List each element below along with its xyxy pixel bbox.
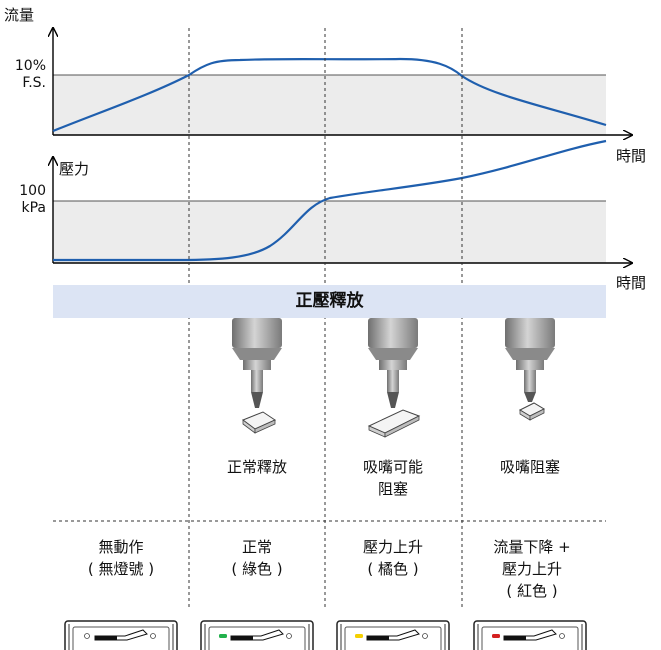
pressure-chart — [53, 139, 632, 263]
panel-green — [200, 620, 314, 650]
nozzle-normal — [232, 318, 282, 434]
panel-red — [473, 620, 587, 650]
pressure-threshold-zone — [53, 201, 606, 263]
flow-curve — [52, 57, 607, 133]
indicator-dot — [150, 633, 156, 639]
state-normal: 正常( 綠色 ) — [231, 538, 283, 578]
pressure-axis-title: 壓力 — [59, 160, 90, 178]
state-pressure-rise: 壓力上升( 橘色 ) — [362, 538, 423, 578]
state-no-action: 無動作( 無燈號 ) — [87, 538, 155, 578]
flow-x-axis-title: 時間 — [616, 147, 647, 165]
indicator-dot — [286, 633, 292, 639]
indicator-panels — [64, 620, 587, 650]
band-title: 正壓釋放 — [53, 285, 606, 318]
nozzle-clogged — [505, 318, 555, 421]
flow-axis-title: 流量 — [4, 6, 35, 24]
status-led — [492, 634, 500, 638]
panel-orange — [336, 620, 450, 650]
phase-dividers — [53, 28, 606, 610]
status-led — [219, 634, 227, 638]
nozzle-possibly-clogged — [367, 318, 421, 438]
pressure-x-axis-title: 時間 — [616, 274, 647, 292]
flow-chart — [53, 28, 632, 135]
pressure-curve — [53, 139, 607, 262]
flow-threshold-label: 10% F.S. — [14, 58, 46, 91]
status-led — [355, 634, 363, 638]
indicator-dot — [422, 633, 428, 639]
caption-clogged: 吸嘴阻塞 — [499, 458, 560, 476]
indicator-dot — [559, 633, 565, 639]
state-flow-drop-pressure-rise: 流量下降 + 壓力上升( 紅色 ) — [493, 538, 571, 600]
pressure-threshold-label: 100 kPa — [19, 183, 46, 216]
flow-threshold-zone — [53, 75, 606, 135]
caption-normal-release: 正常釋放 — [226, 458, 287, 476]
panel-no-light — [64, 620, 178, 650]
caption-possibly-clogged: 吸嘴可能 阻塞 — [362, 458, 423, 498]
status-led — [84, 633, 90, 639]
